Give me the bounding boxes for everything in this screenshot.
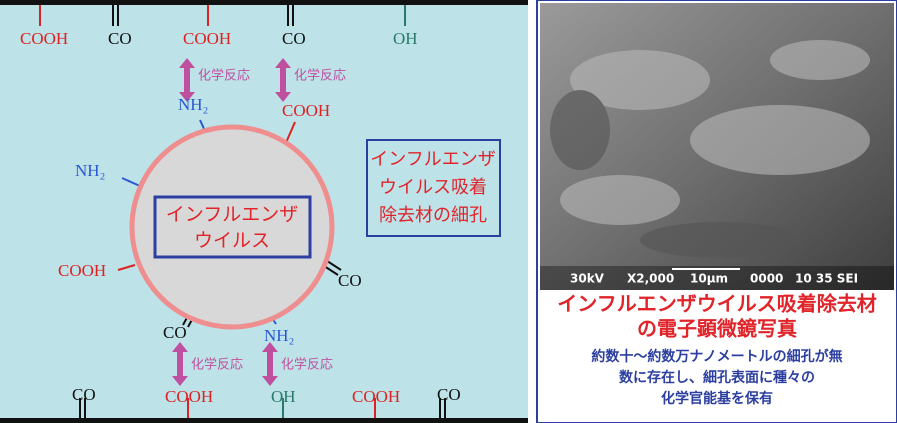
group: COOH xyxy=(20,29,68,48)
scale-item: 10 35 SEI xyxy=(795,272,858,286)
pore-box xyxy=(366,139,501,237)
scale-item: 0000 xyxy=(750,272,783,286)
label-line: ウイルス xyxy=(194,230,270,252)
surface-bottom xyxy=(0,418,528,423)
group: NH₂ xyxy=(75,161,105,180)
group: COOH xyxy=(58,261,106,280)
virus-label: インフルエンザ ウイルス xyxy=(166,204,298,252)
group: NH₂ xyxy=(264,326,294,345)
pore-label: インフルエンザ ウイルス吸着 除去材の細孔 xyxy=(370,149,495,226)
reaction: 化学反応 xyxy=(191,357,243,373)
reaction: 化学反応 xyxy=(281,357,333,373)
group: COOH xyxy=(183,29,231,48)
label-line: インフルエンザ xyxy=(166,204,298,226)
group: CO xyxy=(437,385,461,404)
labels: COOH CO COOH CO OH NH₂ COOH NH₂ COOH CO … xyxy=(20,29,461,406)
reaction: 化学反応 xyxy=(294,68,346,84)
body-line: 約数十～約数万ナノメートルの細孔が無 xyxy=(591,348,842,365)
group: OH xyxy=(271,387,296,406)
reaction-labels: 化学反応 化学反応 化学反応 化学反応 xyxy=(191,68,346,373)
group: CO xyxy=(282,29,306,48)
group: CO xyxy=(163,323,187,342)
virus-box xyxy=(153,195,312,259)
group: NH₂ xyxy=(178,95,208,114)
body-line: 化学官能基を保有 xyxy=(661,390,773,407)
group: COOH xyxy=(352,387,400,406)
caption-body: 約数十～約数万ナノメートルの細孔が無 数に存在し、細孔表面に種々の 化学官能基を… xyxy=(591,348,842,407)
group: CO xyxy=(108,29,132,48)
reaction: 化学反応 xyxy=(198,68,250,84)
group: COOH xyxy=(165,387,213,406)
title-line: の電子顕微鏡写真 xyxy=(637,317,797,341)
caption-title: インフルエンザウイルス吸着除去材 の電子顕微鏡写真 xyxy=(557,292,876,341)
scale-item: X2,000 xyxy=(627,272,674,286)
sem-texture xyxy=(550,40,870,258)
label-line: ウイルス吸着 xyxy=(379,177,487,198)
label-line: 除去材の細孔 xyxy=(379,205,487,226)
virus xyxy=(129,124,335,330)
scale-item: 30kV xyxy=(570,272,605,286)
surface-top xyxy=(0,0,528,5)
group: CO xyxy=(338,271,362,290)
group: COOH xyxy=(282,101,330,120)
group: CO xyxy=(72,385,96,404)
scale-bar: 30kV X2,000 10μm 0000 10 35 SEI xyxy=(570,268,858,286)
body-line: 数に存在し、細孔表面に種々の xyxy=(619,369,815,386)
label-line: インフルエンザ xyxy=(370,149,495,170)
scale-item: 10μm xyxy=(690,272,728,286)
title-line: インフルエンザウイルス吸着除去材 xyxy=(557,292,876,316)
group: OH xyxy=(393,29,418,48)
